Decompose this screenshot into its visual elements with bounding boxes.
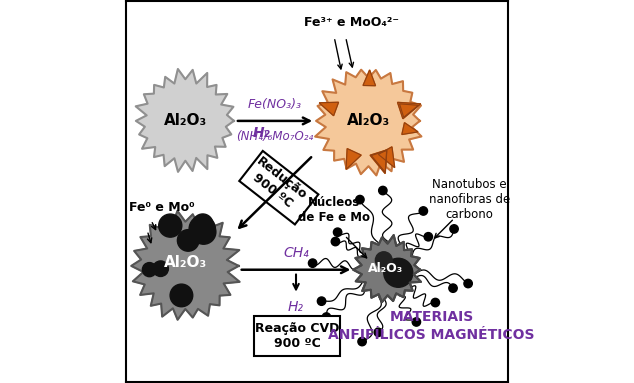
- Text: Fe⁰ e Mo⁰: Fe⁰ e Mo⁰: [129, 201, 195, 214]
- Circle shape: [331, 237, 340, 246]
- Polygon shape: [402, 123, 418, 134]
- Text: Al₂O₃: Al₂O₃: [347, 113, 390, 128]
- Circle shape: [333, 228, 342, 236]
- Circle shape: [170, 284, 193, 307]
- Circle shape: [424, 232, 432, 241]
- Text: Al₂O₃: Al₂O₃: [164, 113, 207, 128]
- Polygon shape: [131, 211, 240, 320]
- Circle shape: [464, 279, 472, 288]
- Circle shape: [308, 259, 317, 267]
- Text: CH₄: CH₄: [283, 246, 309, 260]
- Polygon shape: [378, 147, 394, 168]
- Circle shape: [358, 337, 366, 346]
- Polygon shape: [372, 151, 387, 172]
- Polygon shape: [136, 69, 234, 172]
- Circle shape: [318, 297, 326, 305]
- Text: Núcleos
de Fe e Mo: Núcleos de Fe e Mo: [298, 196, 370, 224]
- Circle shape: [412, 318, 420, 326]
- FancyBboxPatch shape: [254, 316, 340, 355]
- Circle shape: [419, 207, 427, 215]
- Polygon shape: [363, 70, 375, 86]
- Circle shape: [449, 284, 457, 292]
- Circle shape: [374, 328, 382, 337]
- Circle shape: [384, 258, 413, 287]
- Text: Fe³⁺ e MoO₄²⁻: Fe³⁺ e MoO₄²⁻: [304, 16, 399, 29]
- Text: MATERIAIS
ANFIFÍLICOS MAGNÉTICOS: MATERIAIS ANFIFÍLICOS MAGNÉTICOS: [328, 309, 534, 342]
- Text: H₂: H₂: [253, 126, 271, 140]
- Text: Fe(NO₃)₃: Fe(NO₃)₃: [248, 98, 302, 111]
- Text: Al₂O₃: Al₂O₃: [368, 262, 403, 275]
- Polygon shape: [353, 235, 421, 302]
- Circle shape: [450, 225, 458, 233]
- Polygon shape: [320, 102, 339, 116]
- FancyBboxPatch shape: [239, 151, 318, 224]
- Polygon shape: [346, 149, 361, 169]
- Circle shape: [178, 230, 199, 251]
- Circle shape: [153, 261, 169, 277]
- Polygon shape: [398, 102, 421, 119]
- Polygon shape: [370, 150, 387, 173]
- Circle shape: [193, 214, 213, 234]
- Circle shape: [191, 220, 216, 244]
- Polygon shape: [399, 104, 418, 117]
- Text: Al₂O₃: Al₂O₃: [164, 255, 207, 270]
- Circle shape: [189, 216, 216, 242]
- Circle shape: [190, 224, 208, 242]
- Text: Redução
900 ºC: Redução 900 ºC: [245, 155, 309, 214]
- Text: Nanotubos e
nanofibras de
carbono: Nanotubos e nanofibras de carbono: [429, 178, 510, 221]
- Polygon shape: [315, 70, 422, 175]
- Circle shape: [431, 298, 439, 307]
- Circle shape: [158, 214, 182, 237]
- Circle shape: [322, 313, 330, 321]
- Circle shape: [356, 195, 364, 204]
- Circle shape: [378, 187, 387, 195]
- Text: H₂: H₂: [288, 300, 304, 314]
- Circle shape: [375, 252, 392, 268]
- Text: (NH₄)₆Mo₇O₂₄: (NH₄)₆Mo₇O₂₄: [236, 131, 314, 144]
- Circle shape: [143, 263, 157, 277]
- Text: Reação CVD
900 ºC: Reação CVD 900 ºC: [255, 322, 339, 350]
